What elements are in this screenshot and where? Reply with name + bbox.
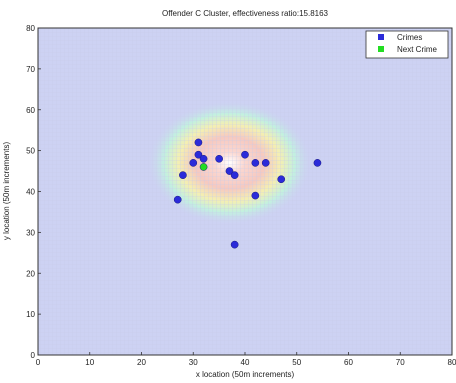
crimes-point bbox=[230, 171, 239, 179]
crimes-point bbox=[194, 150, 203, 159]
x-axis-ticks: 0 10 20 30 40 50 60 70 80 bbox=[36, 352, 456, 367]
crimes-point bbox=[251, 159, 260, 167]
legend-crimes-label: Crimes bbox=[397, 33, 422, 42]
crimes-point bbox=[215, 154, 223, 163]
x-tick-label: 20 bbox=[137, 358, 146, 367]
x-tick-label: 50 bbox=[292, 358, 301, 367]
x-tick-label: 60 bbox=[344, 358, 353, 367]
crimes-point bbox=[277, 175, 286, 184]
plot-grid bbox=[38, 28, 452, 355]
chart-title: Offender C Cluster, effectiveness ratio:… bbox=[162, 9, 329, 18]
crimes-point bbox=[251, 191, 260, 200]
y-tick-label: 30 bbox=[26, 228, 35, 237]
data-points bbox=[173, 138, 322, 249]
crimes-point bbox=[230, 240, 239, 249]
y-tick-label: 50 bbox=[26, 147, 35, 156]
legend-crimes-marker bbox=[378, 34, 384, 40]
y-tick-label: 70 bbox=[26, 65, 35, 74]
crimes-point bbox=[179, 171, 187, 179]
legend-next-crime-marker bbox=[378, 46, 384, 52]
legend-next-crime-label: Next Crime bbox=[397, 45, 438, 54]
crimes-point bbox=[189, 159, 198, 167]
x-axis-label: x location (50m increments) bbox=[196, 370, 295, 379]
crimes-point bbox=[173, 195, 182, 204]
x-tick-label: 70 bbox=[396, 358, 405, 367]
x-tick-label: 0 bbox=[36, 358, 41, 367]
x-tick-label: 40 bbox=[241, 358, 250, 367]
x-tick-label: 10 bbox=[85, 358, 94, 367]
y-axis-ticks: 0 10 20 30 40 50 60 70 80 bbox=[26, 24, 41, 360]
y-tick-label: 60 bbox=[26, 106, 35, 115]
crimes-point bbox=[199, 154, 208, 163]
y-tick-label: 20 bbox=[26, 269, 35, 278]
next-crime-point bbox=[199, 163, 208, 171]
y-axis-label: y location (50m increments) bbox=[2, 142, 11, 241]
y-tick-label: 80 bbox=[26, 24, 35, 33]
x-tick-label: 30 bbox=[189, 358, 198, 367]
y-tick-label: 40 bbox=[26, 188, 35, 197]
y-tick-label: 0 bbox=[31, 351, 36, 360]
crimes-point bbox=[261, 159, 270, 167]
y-tick-label: 10 bbox=[26, 310, 35, 319]
crimes-point bbox=[225, 167, 234, 175]
legend: Crimes Next Crime bbox=[365, 30, 449, 59]
x-tick-label: 80 bbox=[448, 358, 456, 367]
crimes-point bbox=[241, 150, 249, 159]
crimes-point bbox=[313, 159, 322, 167]
crimes-point bbox=[194, 138, 203, 147]
